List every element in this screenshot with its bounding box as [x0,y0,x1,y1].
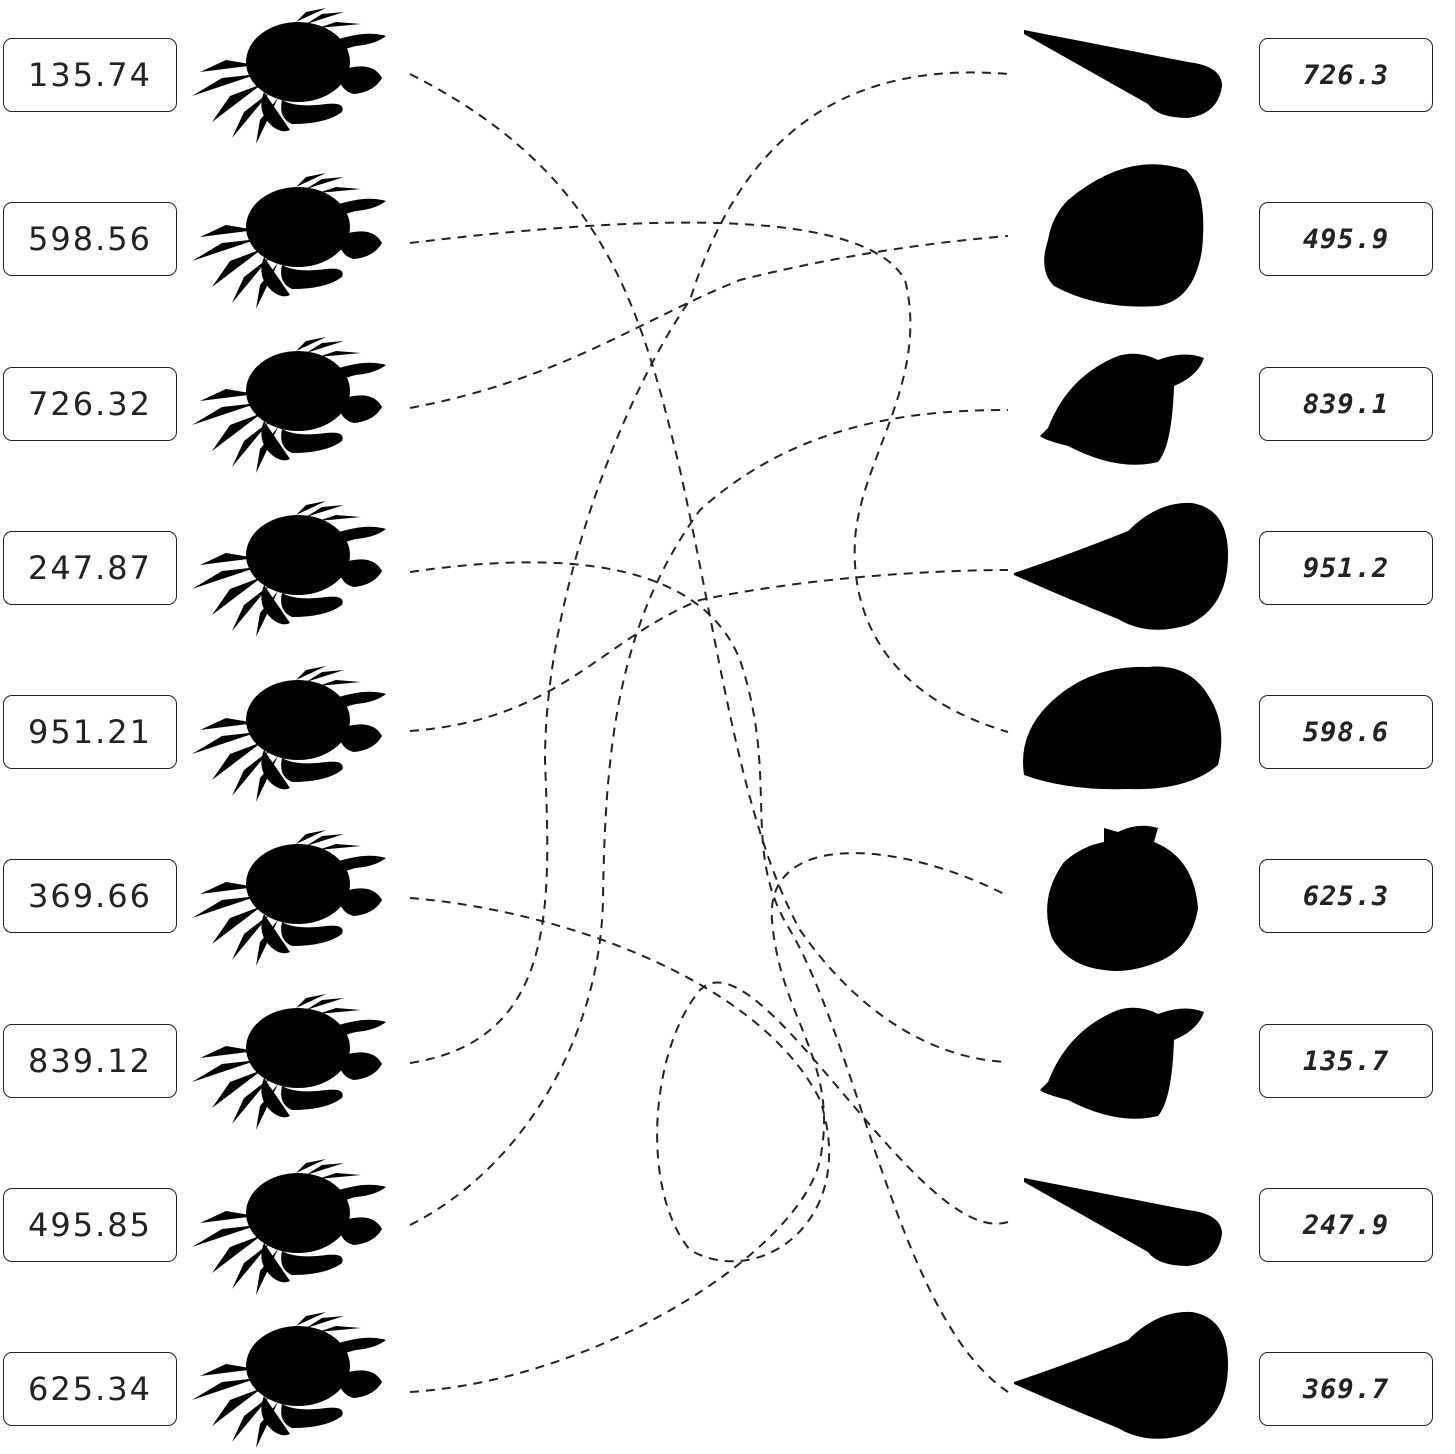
connector-line-598.56-to-598.6 [409,221,1009,733]
crab-icon [192,8,398,144]
connector-line-495.85-to-839.1 [409,409,1009,1226]
crab-icon [192,830,398,966]
oyster-shell-icon [1023,666,1222,790]
crab-icon [192,173,398,309]
left-number-box-6[interactable]: 369.66 [3,859,177,933]
auger-shell-icon [1024,30,1222,118]
connector-line-135.74-to-135.7 [409,73,1009,1063]
left-number-box-1[interactable]: 135.74 [3,38,177,112]
left-number-box-8[interactable]: 495.85 [3,1188,177,1262]
whelk-shell-icon [1040,353,1204,465]
connector-line-951.21-to-951.2 [409,569,1009,732]
right-number-box-5[interactable]: 598.6 [1259,695,1433,769]
crab-icon [192,994,398,1130]
connector-line-839.12-to-726.3 [409,71,1009,1064]
connector-line-726.32-to-495.9 [409,235,1009,409]
left-number-box-2[interactable]: 598.56 [3,202,177,276]
turban-shell-icon [1014,1311,1228,1439]
crab-icon [192,1312,398,1448]
left-number-box-5[interactable]: 951.21 [3,695,177,769]
right-number-box-3[interactable]: 839.1 [1259,367,1433,441]
right-number-box-2[interactable]: 495.9 [1259,202,1433,276]
turban-shell-icon [1014,502,1228,630]
auger-shell-icon [1024,1178,1222,1266]
left-number-box-4[interactable]: 247.87 [3,531,177,605]
left-number-box-9[interactable]: 625.34 [3,1352,177,1426]
connector-line-247.87-to-369.7 [409,561,1009,1393]
right-number-box-7[interactable]: 135.7 [1259,1024,1433,1098]
crab-icon [192,337,398,473]
connector-line-369.66-to-247.9 [409,897,1009,1263]
crab-icon [192,1159,398,1295]
right-number-box-8[interactable]: 247.9 [1259,1188,1433,1262]
right-number-box-1[interactable]: 726.3 [1259,38,1433,112]
crab-icon [192,501,398,637]
connector-line-625.34-to-625.3 [409,852,1009,1393]
moon-snail-shell-icon [1044,164,1204,307]
right-number-box-4[interactable]: 951.2 [1259,531,1433,605]
left-number-box-7[interactable]: 839.12 [3,1024,177,1098]
whelk-shell-icon [1040,1007,1204,1119]
crab-icon [192,666,398,802]
scallop-shell-icon [1047,825,1198,971]
left-number-box-3[interactable]: 726.32 [3,367,177,441]
right-number-box-9[interactable]: 369.7 [1259,1352,1433,1426]
right-number-box-6[interactable]: 625.3 [1259,859,1433,933]
